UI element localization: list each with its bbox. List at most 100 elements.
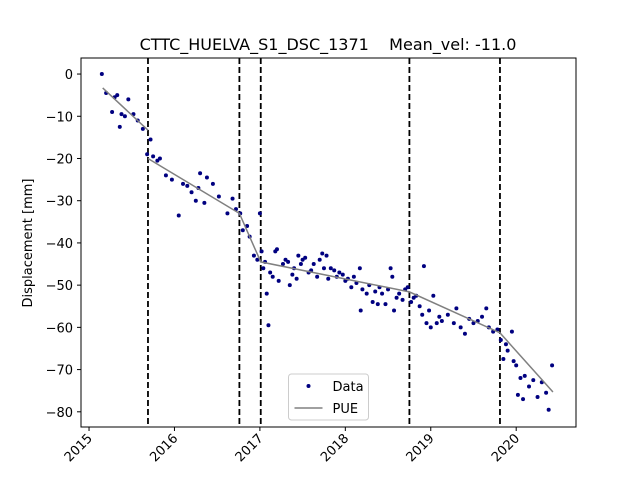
data-point xyxy=(427,308,432,313)
data-point xyxy=(358,308,363,313)
data-point xyxy=(420,312,425,317)
data-point xyxy=(287,283,292,288)
y-tick-label: −40 xyxy=(46,237,73,252)
data-point xyxy=(439,319,444,324)
data-point xyxy=(409,300,414,305)
data-point xyxy=(148,137,153,142)
data-point xyxy=(290,272,295,277)
data-point xyxy=(266,323,271,328)
data-point xyxy=(357,266,362,271)
data-point xyxy=(268,270,273,275)
data-point xyxy=(531,378,536,383)
data-point xyxy=(259,249,264,254)
data-point xyxy=(360,287,365,292)
data-point xyxy=(546,407,551,412)
data-point xyxy=(122,114,127,119)
data-point xyxy=(383,302,388,307)
data-point xyxy=(462,331,467,336)
x-tick-label: 2020 xyxy=(489,431,523,465)
legend-label: PUE xyxy=(333,402,359,417)
data-point xyxy=(210,181,215,186)
data-point xyxy=(198,171,203,176)
data-point xyxy=(521,397,526,402)
data-point xyxy=(498,338,503,343)
data-point xyxy=(169,177,174,182)
data-point xyxy=(216,194,221,199)
data-point xyxy=(544,390,549,395)
x-tick-label: 2018 xyxy=(318,431,352,465)
data-point xyxy=(373,289,378,294)
data-point xyxy=(126,97,131,102)
data-point xyxy=(176,213,181,218)
data-point xyxy=(349,285,354,290)
data-point xyxy=(424,321,429,326)
x-tick-label: 2017 xyxy=(233,431,267,465)
data-point xyxy=(437,314,442,319)
data-point xyxy=(370,300,375,305)
data-point xyxy=(394,295,399,300)
y-tick-label: −70 xyxy=(46,364,73,379)
data-point xyxy=(298,262,303,267)
data-point xyxy=(405,285,410,290)
data-point xyxy=(484,306,489,311)
data-point xyxy=(518,376,523,381)
data-point xyxy=(230,196,235,201)
data-point xyxy=(315,274,320,279)
y-tick-label: −50 xyxy=(46,279,73,294)
data-point xyxy=(454,306,459,311)
data-point xyxy=(294,276,299,281)
y-tick-label: −80 xyxy=(46,406,73,421)
data-point xyxy=(326,276,331,281)
data-point xyxy=(392,308,397,313)
data-point xyxy=(317,257,322,262)
data-point xyxy=(303,255,308,260)
plot-area xyxy=(80,57,577,428)
data-point xyxy=(458,325,463,330)
data-point xyxy=(255,257,260,262)
data-point xyxy=(380,291,385,296)
data-point xyxy=(99,72,104,77)
data-point xyxy=(340,272,345,277)
data-point xyxy=(332,268,337,273)
data-point xyxy=(328,266,333,271)
data-point xyxy=(431,293,436,298)
data-point xyxy=(509,329,514,334)
data-point xyxy=(264,291,269,296)
data-point xyxy=(397,291,402,296)
data-point xyxy=(434,321,439,326)
data-point xyxy=(280,262,285,267)
data-point xyxy=(417,304,422,309)
data-point xyxy=(550,363,555,368)
data-point xyxy=(364,291,369,296)
data-point xyxy=(337,270,342,275)
data-point xyxy=(511,359,516,364)
data-point xyxy=(270,274,275,279)
data-point xyxy=(225,211,230,216)
data-point xyxy=(193,198,198,203)
data-point xyxy=(296,253,301,258)
data-point xyxy=(445,312,450,317)
legend-marker xyxy=(306,384,311,388)
y-tick-label: −60 xyxy=(46,321,73,336)
data-point xyxy=(151,154,156,159)
y-tick-label: −10 xyxy=(46,110,73,125)
x-tick-label: 2016 xyxy=(147,431,181,465)
data-point xyxy=(503,342,508,347)
data-point xyxy=(286,259,291,264)
data-point xyxy=(311,262,316,267)
legend-label: Data xyxy=(333,380,364,395)
chart-title: CTTC_HUELVA_S1_DSC_1371 Mean_vel: -11.0 xyxy=(140,35,517,55)
data-point xyxy=(274,247,279,252)
data-point xyxy=(501,357,506,362)
data-point xyxy=(115,93,120,98)
data-point xyxy=(110,110,115,115)
data-point xyxy=(400,297,405,302)
data-point xyxy=(117,124,122,129)
data-point xyxy=(157,156,162,161)
data-point xyxy=(535,395,540,400)
data-point xyxy=(119,112,124,117)
y-tick-label: −20 xyxy=(46,152,73,167)
x-tick-label: 2015 xyxy=(62,431,96,465)
data-point xyxy=(375,302,380,307)
